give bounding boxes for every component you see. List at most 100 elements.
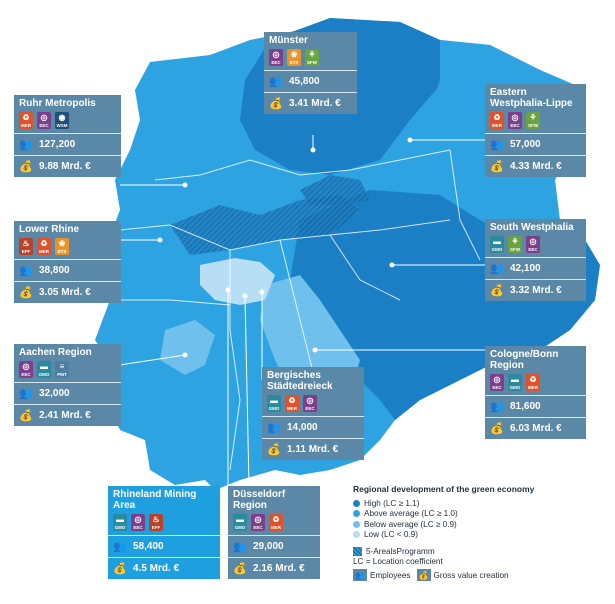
sector-glyph: ◎ — [134, 515, 142, 524]
sector-glyph: ⚘ — [511, 237, 519, 246]
gva-row: 💰 1.11 Mrd. € — [262, 438, 364, 460]
sector-code: GMO — [38, 372, 50, 377]
legend-label-hatch: 5-ArealsProgramm — [366, 546, 435, 556]
money-icon: 💰 — [267, 444, 281, 456]
legend-label-gva: Gross value creation — [433, 570, 509, 580]
employees-row: 👥 38,800 — [14, 259, 121, 281]
recycle-icon: ♻ MER — [19, 112, 33, 129]
region-name: Aachen Region — [19, 347, 92, 358]
sector-code: MER — [492, 123, 502, 128]
gva-row: 💰 3.32 Mrd. € — [485, 279, 586, 301]
sector-glyph: ⚘ — [308, 50, 316, 59]
gva-value: 6.03 Mrd. € — [510, 423, 562, 434]
hatch-swatch — [353, 546, 362, 556]
legend-item-hatch: 5-ArealsProgramm — [353, 546, 608, 557]
gva-value: 4.5 Mrd. € — [133, 563, 180, 574]
region-name: Cologne/Bonn Region — [490, 349, 559, 371]
region-card-south-westphalia: South Westphalia ▬ GMO ⚘ SFW ◎ EEC 👥 42,100 💰 3.32… — [485, 219, 586, 301]
sector-code: GMO — [268, 406, 280, 411]
legend-lc-note: LC = Location coefficient — [353, 557, 443, 567]
money-icon: 💰 — [490, 423, 504, 435]
process-icon: ≡ PMT — [55, 361, 69, 378]
connector-lines — [119, 135, 485, 486]
legend-dot-low — [353, 531, 360, 539]
map-legend: Regional development of the green econom… — [353, 484, 608, 582]
employees-value: 42,100 — [510, 263, 541, 274]
sector-icons: ♻ MER ◎ EEC ⚘ SFW — [485, 109, 586, 133]
gva-value: 3.32 Mrd. € — [510, 285, 562, 296]
legend-item-below-average: Below average (LC ≥ 0.9) — [353, 519, 608, 530]
recycle-icon: ♻ MER — [37, 238, 51, 255]
sector-code: EEC — [133, 525, 143, 530]
employees-value: 14,000 — [287, 422, 318, 433]
region-name: Ruhr Metropolis — [19, 98, 96, 109]
sector-icons: ♨ EFF ♻ MER ❀ ETS — [14, 235, 121, 259]
recycle-icon: ♻ MER — [285, 395, 299, 412]
region-name: Eastern Westphalia-Lippe — [490, 87, 573, 109]
sector-code: GMO — [509, 385, 521, 390]
people-icon: 👥 — [269, 76, 283, 88]
plant-icon: ⚘ SFW — [508, 236, 522, 253]
employees-value: 58,400 — [133, 541, 164, 552]
sector-code: GMO — [491, 247, 503, 252]
money-icon: 💰 — [269, 98, 283, 110]
people-icon: 👥 — [233, 541, 247, 553]
people-icon: 👥 — [490, 401, 504, 413]
region-card-rhineland-mining-area: Rhineland Mining Area ▬ GMO ◎ EEC ♨ EFF 👥 58,400… — [108, 486, 220, 579]
legend-label-below-average: Below average (LC ≥ 0.9) — [364, 519, 457, 529]
sector-code: MER — [528, 385, 538, 390]
gva-value: 3.41 Mrd. € — [289, 98, 341, 109]
employees-value: 57,000 — [510, 139, 541, 150]
region-name: Bergisches Städtedreieck — [267, 370, 333, 392]
employees-row: 👥 45,800 — [264, 70, 357, 92]
region-name: Düsseldorf Region — [233, 489, 286, 511]
sector-icons: ▬ GMO ◎ EEC ♻ MER — [228, 511, 320, 535]
sector-code: ETS — [289, 60, 299, 65]
people-icon: 👥 — [19, 139, 33, 151]
sector-glyph: ◎ — [22, 362, 30, 371]
gva-row: 💰 2.41 Mrd. € — [14, 404, 121, 426]
employees-value: 45,800 — [289, 76, 320, 87]
sector-glyph: ▬ — [511, 375, 519, 384]
employees-value: 29,000 — [253, 541, 284, 552]
money-icon: 💰 — [19, 161, 33, 173]
gva-value: 9.88 Mrd. € — [39, 161, 91, 172]
sector-code: ETS — [57, 249, 67, 254]
sector-code: EEC — [510, 123, 520, 128]
region-card-d-sseldorf-region: Düsseldorf Region ▬ GMO ◎ EEC ♻ MER 👥 29,000 💰 2.1… — [228, 486, 320, 579]
sector-glyph: ▬ — [116, 515, 124, 524]
employees-row: 👥 32,000 — [14, 382, 121, 404]
recycle-icon: ♻ MER — [490, 112, 504, 129]
gva-row: 💰 9.88 Mrd. € — [14, 155, 121, 177]
sector-code: MER — [21, 123, 31, 128]
sector-code: EEC — [305, 406, 315, 411]
sector-glyph: ❀ — [290, 50, 298, 59]
region-name: South Westphalia — [490, 222, 574, 233]
sector-glyph: ◎ — [254, 515, 262, 524]
sector-glyph: ♨ — [152, 515, 160, 524]
sector-icons: ▬ GMO ♻ MER ◎ EEC — [262, 392, 364, 416]
lightbulb-icon: ◎ EEC — [526, 236, 540, 253]
people-icon: 👥 — [19, 388, 33, 400]
money-icon: 💰 — [233, 563, 247, 575]
sector-code: EFF — [21, 249, 31, 254]
sector-code: GMO — [234, 525, 246, 530]
sector-code: MER — [39, 249, 49, 254]
legend-item-above-average: Above average (LC ≥ 1.0) — [353, 509, 608, 520]
sector-glyph: ♻ — [40, 239, 48, 248]
sector-code: SFW — [307, 60, 317, 65]
legend-dot-above-average — [353, 510, 360, 518]
sector-code: PMT — [57, 372, 67, 377]
sector-icons: ▬ GMO ◎ EEC ♨ EFF — [108, 511, 220, 535]
sector-code: EFF — [151, 525, 161, 530]
people-icon: 👥 — [19, 265, 33, 277]
vehicle-icon: ▬ GMO — [508, 374, 522, 391]
region-card-m-nster: Münster ◎ EEC ❀ ETS ⚘ SFW 👥 45,800 💰 3.41 Mrd. € — [264, 32, 357, 114]
employees-row: 👥 58,400 — [108, 535, 220, 557]
gva-row: 💰 6.03 Mrd. € — [485, 417, 586, 439]
sector-glyph: ♨ — [22, 239, 30, 248]
employees-row: 👥 29,000 — [228, 535, 320, 557]
region-card-aachen-region: Aachen Region ◎ EEC ▬ GMO ≡ PMT 👥 32,000 💰 2.41 Mr… — [14, 344, 121, 426]
legend-label-employees: Employees — [370, 570, 411, 580]
gva-value: 2.16 Mrd. € — [253, 563, 305, 574]
